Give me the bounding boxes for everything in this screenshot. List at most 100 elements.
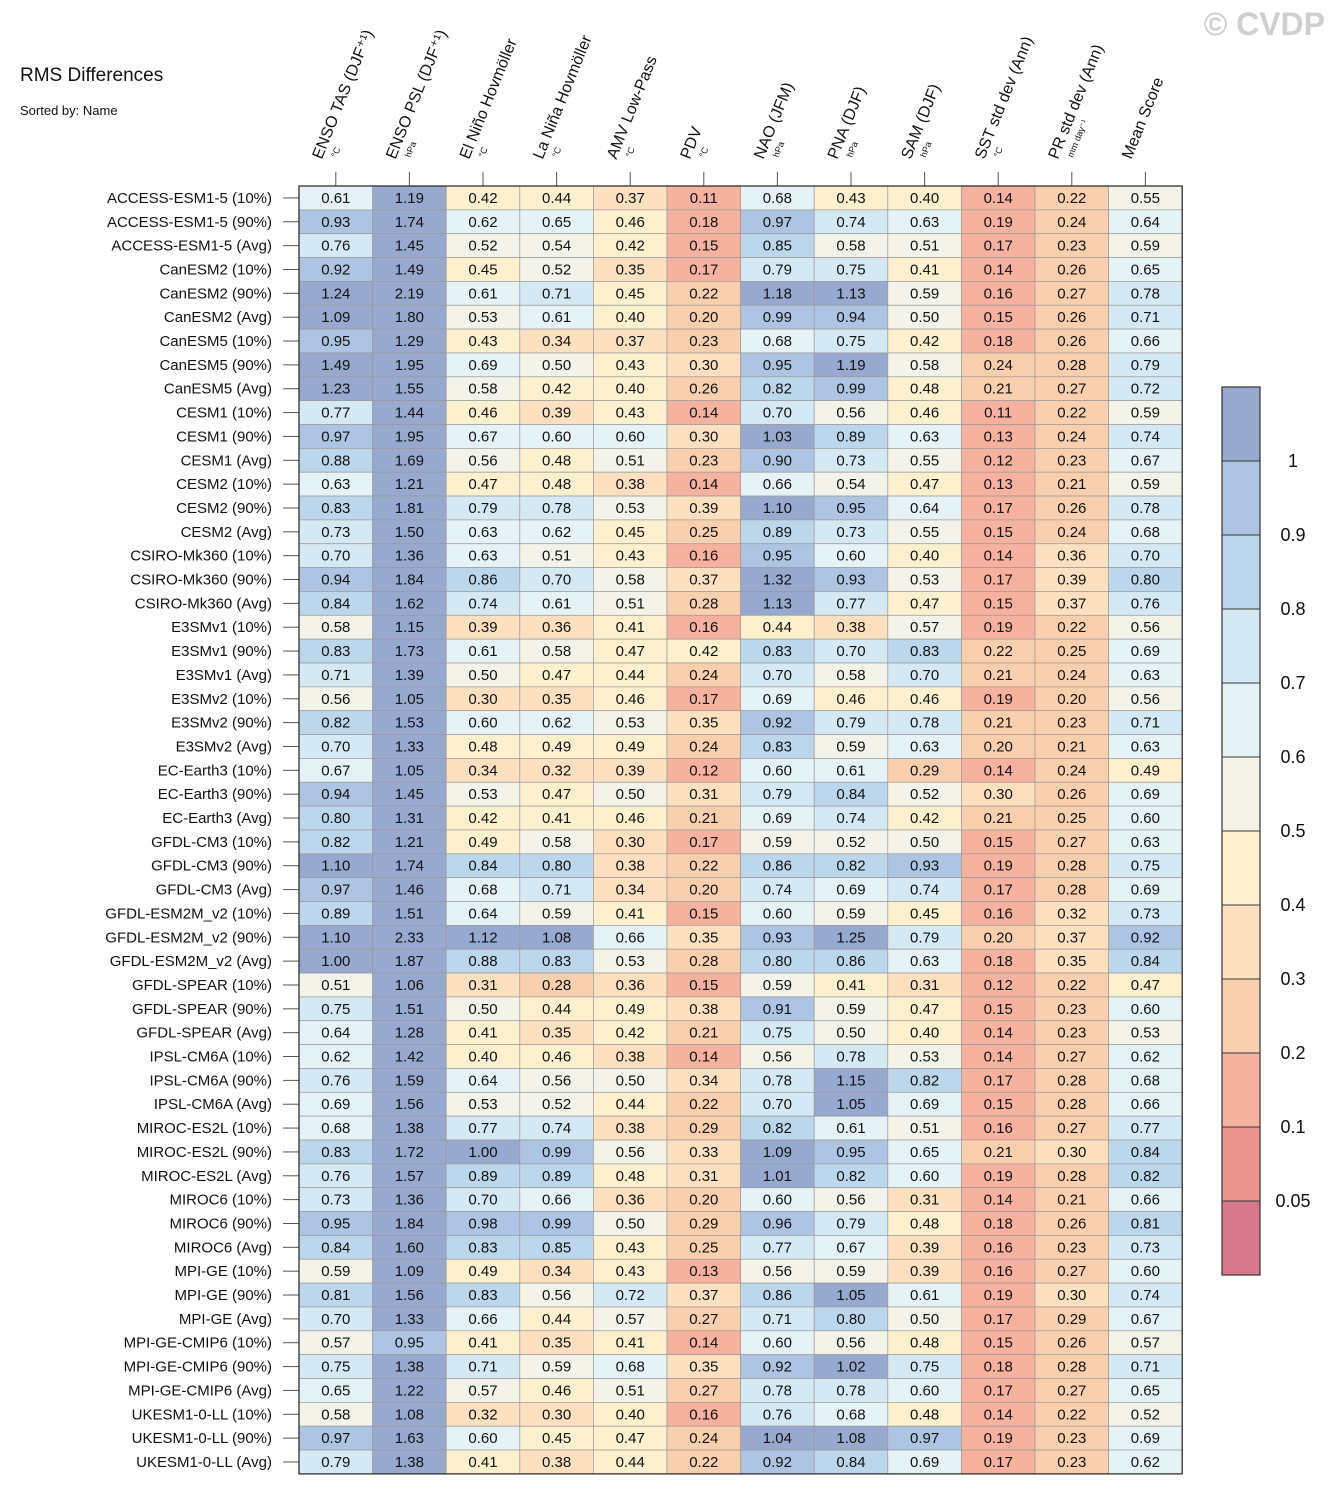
cell-value: 1.09 xyxy=(395,1263,424,1280)
cell-value: 0.34 xyxy=(542,1263,571,1280)
cell-value: 0.77 xyxy=(468,1120,497,1137)
row-label: E3SMv2 (10%) xyxy=(171,691,272,708)
cell-value: 0.95 xyxy=(395,1335,424,1352)
cell-value: 0.18 xyxy=(984,953,1013,970)
cell-value: 0.82 xyxy=(836,1168,865,1185)
cell-value: 0.26 xyxy=(1057,309,1086,326)
cell-value: 0.74 xyxy=(763,882,792,899)
cell-value: 1.02 xyxy=(836,1359,865,1376)
cell-value: 0.75 xyxy=(836,333,865,350)
cell-value: 0.45 xyxy=(542,1430,571,1447)
row-label: MIROC6 (90%) xyxy=(169,1215,272,1232)
cell-value: 0.43 xyxy=(616,548,645,565)
cell-value: 0.39 xyxy=(910,1263,939,1280)
cell-value: 0.21 xyxy=(984,715,1013,732)
cell-value: 0.40 xyxy=(616,309,645,326)
cell-value: 0.35 xyxy=(689,1359,718,1376)
cell-value: 0.89 xyxy=(836,428,865,445)
cell-value: 0.63 xyxy=(321,476,350,493)
cell-value: 0.59 xyxy=(836,1001,865,1018)
cell-value: 0.42 xyxy=(689,643,718,660)
cell-value: 0.50 xyxy=(468,1001,497,1018)
row-label: MIROC6 (10%) xyxy=(169,1192,272,1209)
row-label: E3SMv2 (Avg) xyxy=(176,738,272,755)
cell-value: 0.71 xyxy=(542,285,571,302)
cell-value: 1.05 xyxy=(836,1096,865,1113)
cell-value: 1.95 xyxy=(395,357,424,374)
cell-value: 0.60 xyxy=(910,1382,939,1399)
cell-value: 0.62 xyxy=(468,214,497,231)
cell-value: 0.68 xyxy=(616,1359,645,1376)
cell-value: 0.22 xyxy=(689,1454,718,1471)
cell-value: 0.21 xyxy=(1057,1192,1086,1209)
cell-value: 0.83 xyxy=(468,1239,497,1256)
cell-value: 0.53 xyxy=(616,500,645,517)
cell-value: 0.27 xyxy=(689,1311,718,1328)
cell-value: 0.14 xyxy=(689,1049,718,1066)
cell-value: 0.31 xyxy=(689,1168,718,1185)
cell-value: 0.61 xyxy=(542,309,571,326)
row-label: CSIRO-Mk360 (90%) xyxy=(130,572,272,589)
cell-value: 0.48 xyxy=(910,381,939,398)
cell-value: 0.14 xyxy=(689,405,718,422)
cell-value: 0.59 xyxy=(763,834,792,851)
row-label: UKESM1-0-LL (10%) xyxy=(132,1406,272,1423)
cell-value: 0.24 xyxy=(1057,524,1086,541)
cell-value: 0.46 xyxy=(468,405,497,422)
cell-value: 0.41 xyxy=(616,1335,645,1352)
cell-value: 0.95 xyxy=(763,548,792,565)
cell-value: 0.63 xyxy=(1131,667,1160,684)
cell-value: 0.30 xyxy=(984,786,1013,803)
cell-value: 0.34 xyxy=(542,333,571,350)
cell-value: 0.51 xyxy=(616,595,645,612)
cell-value: 0.23 xyxy=(1057,452,1086,469)
cell-value: 0.16 xyxy=(689,548,718,565)
cell-value: 0.36 xyxy=(1057,548,1086,565)
cell-value: 0.52 xyxy=(836,834,865,851)
cell-value: 0.67 xyxy=(836,1239,865,1256)
row-label: GFDL-ESM2M_v2 (90%) xyxy=(105,929,272,946)
cell-value: 0.41 xyxy=(468,1454,497,1471)
cell-value: 1.22 xyxy=(395,1382,424,1399)
cell-value: 0.56 xyxy=(763,1049,792,1066)
cell-value: 0.17 xyxy=(984,1382,1013,1399)
cell-value: 0.77 xyxy=(763,1239,792,1256)
row-label: IPSL-CM6A (90%) xyxy=(149,1072,272,1089)
cell-value: 0.56 xyxy=(836,1192,865,1209)
cell-value: 1.18 xyxy=(763,285,792,302)
colorbar-label: 0.05 xyxy=(1275,1191,1310,1211)
cell-value: 0.89 xyxy=(542,1168,571,1185)
cell-value: 0.26 xyxy=(1057,500,1086,517)
cell-value: 0.80 xyxy=(1131,572,1160,589)
cell-value: 0.56 xyxy=(836,1335,865,1352)
cell-value: 0.90 xyxy=(763,452,792,469)
cell-value: 0.59 xyxy=(763,977,792,994)
cell-value: 0.24 xyxy=(1057,214,1086,231)
cell-value: 0.56 xyxy=(616,1144,645,1161)
row-label: MPI-GE-CMIP6 (90%) xyxy=(124,1359,272,1376)
cell-value: 0.68 xyxy=(468,882,497,899)
cell-value: 0.68 xyxy=(1131,524,1160,541)
cell-value: 0.34 xyxy=(468,762,497,779)
cell-value: 0.76 xyxy=(321,238,350,255)
cell-value: 0.41 xyxy=(542,810,571,827)
cell-value: 1.21 xyxy=(395,834,424,851)
cell-value: 1.69 xyxy=(395,452,424,469)
cell-value: 0.89 xyxy=(468,1168,497,1185)
cell-value: 0.94 xyxy=(321,786,350,803)
cell-value: 0.45 xyxy=(468,261,497,278)
cell-value: 1.15 xyxy=(836,1072,865,1089)
cell-value: 0.19 xyxy=(984,858,1013,875)
cell-value: 0.15 xyxy=(984,595,1013,612)
cell-value: 0.60 xyxy=(1131,1263,1160,1280)
cell-value: 0.16 xyxy=(984,905,1013,922)
row-label: GFDL-ESM2M_v2 (Avg) xyxy=(110,953,272,970)
cell-value: 0.47 xyxy=(910,595,939,612)
cell-value: 0.23 xyxy=(1057,1025,1086,1042)
cell-value: 1.74 xyxy=(395,214,424,231)
cell-value: 0.73 xyxy=(321,524,350,541)
colorbar-swatch xyxy=(1221,682,1261,758)
cell-value: 0.73 xyxy=(836,452,865,469)
cell-value: 0.57 xyxy=(616,1311,645,1328)
colorbar-label: 1 xyxy=(1288,451,1298,471)
